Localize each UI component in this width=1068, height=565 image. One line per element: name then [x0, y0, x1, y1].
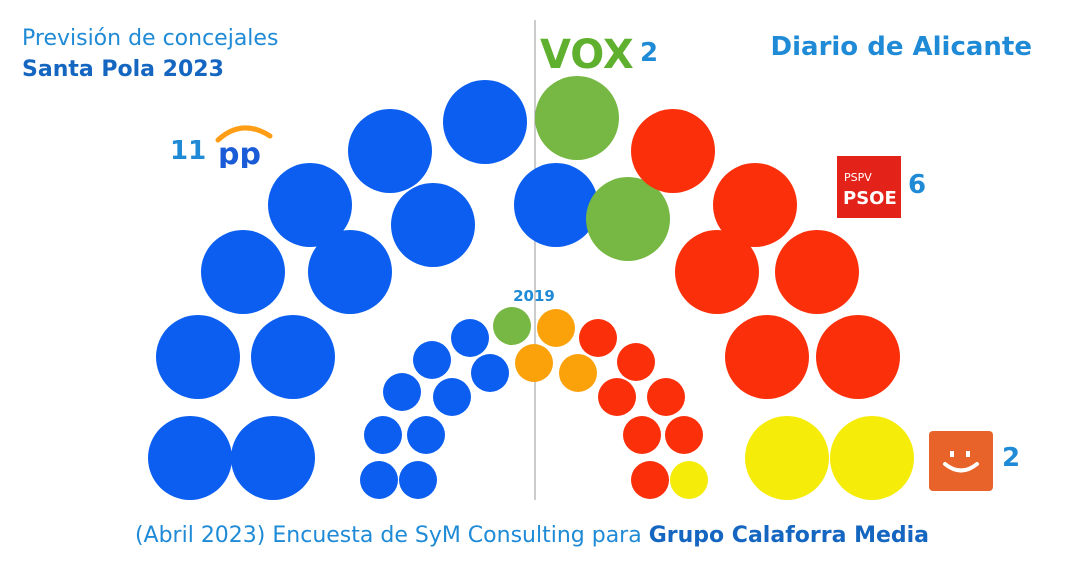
pp-seat	[443, 80, 527, 164]
pp-seat	[156, 315, 240, 399]
vox-logo-icon: VOX	[540, 30, 636, 78]
pp-seat	[360, 461, 398, 499]
pp-seat	[407, 416, 445, 454]
compromis-seat	[670, 461, 708, 499]
psoe-seat	[775, 230, 859, 314]
psoe-seat	[725, 315, 809, 399]
psoe-seat	[631, 109, 715, 193]
pp-seat	[413, 341, 451, 379]
psoe-seat	[647, 378, 685, 416]
chart-title: Previsión de concejales	[22, 26, 279, 51]
seats-2023	[148, 76, 914, 500]
pp-seat	[148, 416, 232, 500]
seats-2019	[360, 307, 708, 499]
orange-seat	[515, 344, 553, 382]
psoe-seat-count: 6	[908, 170, 927, 200]
svg-text:PSPV: PSPV	[844, 171, 872, 184]
pp-seat	[451, 319, 489, 357]
brand-logo: Diario de Alicante	[770, 32, 1032, 62]
vox-seat-count: 2	[640, 38, 659, 68]
pp-seat	[201, 230, 285, 314]
vox-seat	[586, 177, 670, 261]
footer-prefix: (Abril 2023) Encuesta de SyM Consulting …	[134, 523, 642, 548]
pp-seat	[471, 354, 509, 392]
psoe-seat	[623, 416, 661, 454]
psoe-logo-icon: PSPV PSOE	[837, 156, 901, 222]
pp-seat	[383, 373, 421, 411]
psoe-seat	[665, 416, 703, 454]
pp-seat-count: 11	[170, 136, 207, 166]
psoe-seat	[598, 378, 636, 416]
chart-2019-title: 2019	[513, 287, 555, 305]
svg-text:VOX: VOX	[540, 32, 634, 74]
pp-seat	[251, 315, 335, 399]
pp-seat	[231, 416, 315, 500]
orange-seat	[559, 354, 597, 392]
footer-highlight: Grupo Calaforra Media	[648, 523, 930, 548]
pp-seat	[308, 230, 392, 314]
compromis-seat	[745, 416, 829, 500]
compromis-logo-icon	[929, 431, 993, 495]
pp-seat	[391, 183, 475, 267]
psoe-seat	[631, 461, 669, 499]
pp-seat	[348, 109, 432, 193]
svg-text:pp: pp	[218, 137, 261, 168]
pp-logo-icon: pp	[212, 124, 276, 172]
pp-seat	[268, 163, 352, 247]
pp-seat	[433, 378, 471, 416]
psoe-seat	[675, 230, 759, 314]
pp-seat	[399, 461, 437, 499]
psoe-seat	[816, 315, 900, 399]
vox-seat	[493, 307, 531, 345]
pp-seat	[364, 416, 402, 454]
psoe-seat	[579, 319, 617, 357]
footer-source: (Abril 2023) Encuesta de SyM Consulting …	[0, 523, 1068, 548]
compromis-seat-count: 2	[1002, 443, 1021, 473]
chart-subtitle: Santa Pola 2023	[22, 57, 224, 82]
compromis-seat	[830, 416, 914, 500]
pp-seat	[514, 163, 598, 247]
orange-seat	[537, 309, 575, 347]
vox-seat	[535, 76, 619, 160]
psoe-seat	[617, 343, 655, 381]
psoe-seat	[713, 163, 797, 247]
svg-text:PSOE: PSOE	[843, 188, 897, 209]
